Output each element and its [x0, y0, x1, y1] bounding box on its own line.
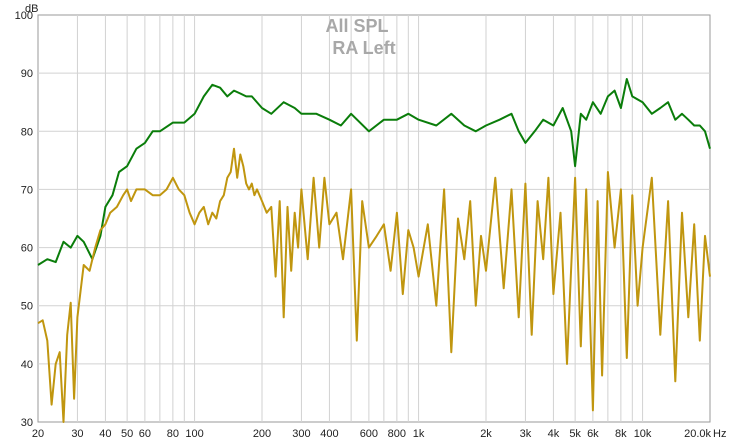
y-tick-label: 50 — [21, 301, 33, 313]
x-tick-label: 20.0k — [684, 428, 711, 440]
x-tick-label: 2k — [480, 428, 492, 440]
x-tick-label: 20 — [32, 428, 44, 440]
x-tick-label: 100 — [185, 428, 203, 440]
x-tick-label: 80 — [167, 428, 179, 440]
x-tick-label: 1k — [413, 428, 425, 440]
y-tick-label: 80 — [21, 126, 33, 138]
series-line-2 — [37, 147, 711, 423]
y-tick-label: 40 — [21, 359, 33, 371]
x-tick-label: 50 — [121, 428, 133, 440]
x-tick-labels: 20 30 40 50 60 80 100 200 300 400 600 800 1k 2k 3k 4k 5k… — [32, 428, 712, 440]
x-tick-label: 200 — [253, 428, 271, 440]
x-tick-label: 40 — [99, 428, 111, 440]
x-tick-label: 3k — [520, 428, 532, 440]
y-tick-label: 30 — [21, 417, 33, 429]
y-tick-label: 100 — [15, 10, 33, 22]
series-line-1 — [37, 78, 711, 266]
x-tick-label: 4k — [548, 428, 560, 440]
y-tick-label: 70 — [21, 184, 33, 196]
series-layer — [37, 78, 711, 423]
x-tick-label: 8k — [615, 428, 627, 440]
x-tick-label: 10k — [634, 428, 652, 440]
plot-area — [37, 14, 711, 423]
chart-title: All SPL — [325, 16, 388, 36]
x-tick-label: 300 — [292, 428, 310, 440]
x-tick-label: 6k — [587, 428, 599, 440]
x-axis-unit: Hz — [713, 428, 726, 440]
y-axis-unit: dB — [25, 3, 38, 15]
y-tick-labels: 30 40 50 60 70 80 90 100 — [15, 10, 33, 429]
x-tick-label: 5k — [569, 428, 581, 440]
chart-subtitle: RA Left — [332, 38, 395, 58]
x-tick-label: 30 — [71, 428, 83, 440]
y-tick-label: 90 — [21, 68, 33, 80]
y-tick-label: 60 — [21, 243, 33, 255]
x-tick-label: 600 — [360, 428, 378, 440]
x-tick-label: 800 — [388, 428, 406, 440]
x-tick-label: 60 — [139, 428, 151, 440]
x-tick-label: 400 — [320, 428, 338, 440]
